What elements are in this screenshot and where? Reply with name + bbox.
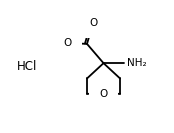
Text: HCl: HCl	[17, 60, 37, 73]
Text: NH₂: NH₂	[127, 57, 147, 68]
Text: O: O	[89, 18, 97, 28]
Text: O: O	[64, 38, 72, 48]
Text: O: O	[99, 89, 108, 99]
